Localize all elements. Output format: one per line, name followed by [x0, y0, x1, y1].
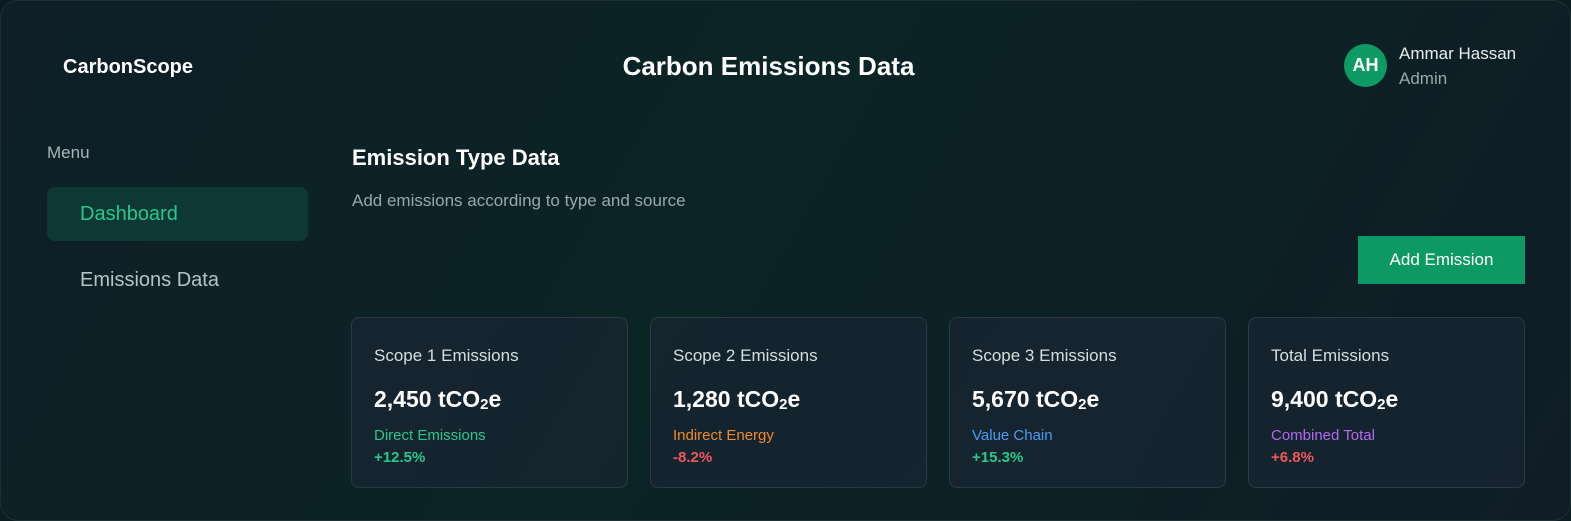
emission-card-scope-2: Scope 2 Emissions 1,280 tCO2e Indirect E…	[650, 317, 927, 488]
card-value: 5,670 tCO2e	[972, 386, 1225, 413]
card-unit-suffix: e	[787, 386, 801, 412]
card-unit-prefix: tCO	[1334, 386, 1378, 412]
card-change: +6.8%	[1271, 449, 1314, 466]
card-value-number: 1,280	[673, 386, 731, 412]
add-emission-button-label: Add Emission	[1389, 250, 1494, 269]
card-title: Scope 1 Emissions	[374, 346, 519, 365]
card-label: Direct Emissions	[374, 427, 486, 444]
section-subtitle: Add emissions according to type and sour…	[352, 191, 686, 210]
card-unit: tCO2e	[736, 386, 801, 413]
add-emission-button[interactable]: Add Emission	[1358, 236, 1525, 284]
card-unit-sub: 2	[480, 396, 489, 413]
card-value-number: 5,670	[972, 386, 1030, 412]
avatar[interactable]: AH	[1344, 44, 1387, 87]
user-name: Ammar Hassan	[1399, 44, 1517, 63]
card-title: Total Emissions	[1271, 346, 1390, 365]
card-value-number: 9,400	[1271, 386, 1329, 412]
sidebar-item-dashboard[interactable]: Dashboard	[47, 187, 308, 241]
emission-card-scope-1: Scope 1 Emissions 2,450 tCO2e Direct Emi…	[351, 317, 628, 488]
section-title: Emission Type Data	[352, 145, 560, 170]
card-value: 1,280 tCO2e	[673, 386, 926, 413]
card-unit-prefix: tCO	[736, 386, 780, 412]
card-label: Combined Total	[1271, 427, 1375, 444]
card-unit-sub: 2	[779, 396, 788, 413]
page-title: Carbon Emissions Data	[1, 51, 1570, 82]
card-title: Scope 3 Emissions	[972, 346, 1117, 365]
card-unit-sub: 2	[1377, 396, 1386, 413]
card-unit-suffix: e	[1086, 386, 1100, 412]
emission-card-scope-3: Scope 3 Emissions 5,670 tCO2e Value Chai…	[949, 317, 1226, 488]
emission-card-total: Total Emissions 9,400 tCO2e Combined Tot…	[1248, 317, 1525, 488]
emission-cards: Scope 1 Emissions 2,450 tCO2e Direct Emi…	[351, 317, 1525, 488]
user-role: Admin	[1399, 69, 1448, 88]
card-change: +15.3%	[972, 449, 1024, 466]
card-value: 2,450 tCO2e	[374, 386, 627, 413]
card-unit-sub: 2	[1078, 396, 1087, 413]
sidebar-item-label: Emissions Data	[80, 268, 219, 291]
user-profile[interactable]: AH Ammar Hassan Admin	[1344, 44, 1516, 89]
card-change: -8.2%	[673, 449, 713, 466]
card-value-number: 2,450	[374, 386, 432, 412]
brand-logo[interactable]: CarbonScope	[63, 56, 194, 78]
card-unit-suffix: e	[488, 386, 502, 412]
card-title: Scope 2 Emissions	[673, 346, 818, 365]
card-value: 9,400 tCO2e	[1271, 386, 1524, 413]
sidebar-item-label: Dashboard	[80, 202, 178, 225]
card-unit-prefix: tCO	[437, 386, 481, 412]
card-unit: tCO2e	[437, 386, 502, 413]
card-unit: tCO2e	[1334, 386, 1399, 413]
menu-label: Menu	[47, 143, 90, 162]
card-label: Value Chain	[972, 427, 1053, 444]
user-info: Ammar Hassan Admin	[1399, 44, 1516, 89]
page-title-text: Carbon Emissions Data	[622, 51, 915, 81]
card-label: Indirect Energy	[673, 427, 774, 444]
card-change: +12.5%	[374, 449, 426, 466]
sidebar-item-emissions-data[interactable]: Emissions Data	[47, 253, 308, 307]
card-unit-suffix: e	[1385, 386, 1399, 412]
card-unit: tCO2e	[1035, 386, 1100, 413]
card-unit-prefix: tCO	[1035, 386, 1079, 412]
